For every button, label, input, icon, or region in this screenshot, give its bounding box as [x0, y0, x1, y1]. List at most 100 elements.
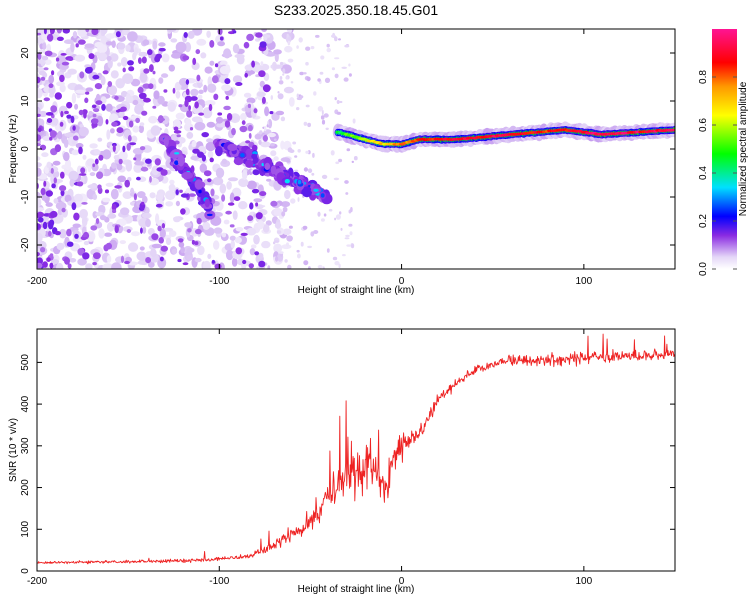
- noise-speckle: [104, 232, 113, 237]
- noise-speckle: [131, 231, 140, 237]
- noise-speckle: [206, 138, 214, 143]
- noise-blob: [67, 263, 72, 269]
- spectrogram-y-tick-label: -20: [20, 237, 31, 252]
- noise-blob: [107, 81, 113, 87]
- noise-speckle: [238, 178, 249, 188]
- noise-speckle: [270, 95, 273, 100]
- noise-blob: [114, 185, 122, 189]
- noise-speckle: [323, 213, 327, 217]
- noise-speckle: [76, 165, 83, 176]
- noise-blob: [182, 262, 189, 266]
- noise-speckle: [141, 212, 152, 219]
- noise-blob: [61, 207, 66, 213]
- noise-speckle: [51, 259, 60, 265]
- noise-speckle: [159, 228, 166, 239]
- noise-speckle: [41, 152, 49, 158]
- streak-a-core: [174, 160, 179, 165]
- noise-blob: [88, 53, 95, 60]
- noise-speckle: [313, 91, 317, 96]
- streak-b: [264, 162, 271, 170]
- noise-blob: [91, 29, 99, 36]
- noise-speckle: [75, 142, 84, 149]
- colorbar-ticks: 0.0 0.2 0.4 0.6 0.8: [698, 70, 737, 276]
- noise-speckle: [276, 230, 282, 234]
- noise-speckle: [265, 220, 272, 226]
- noise-speckle: [283, 86, 294, 94]
- noise-speckle: [320, 218, 325, 222]
- noise-speckle: [197, 94, 203, 100]
- noise-blob: [111, 121, 118, 127]
- spectrogram-x-ticks: -200 -100 0 100: [27, 29, 593, 287]
- noise-speckle: [207, 253, 212, 259]
- noise-speckle: [194, 121, 206, 131]
- noise-speckle: [315, 34, 320, 38]
- streak-b-core: [297, 179, 302, 185]
- noise-speckle: [266, 178, 272, 182]
- noise-blob: [152, 105, 157, 109]
- noise-blob: [212, 75, 219, 84]
- noise-blob: [194, 228, 202, 235]
- noise-blob: [112, 209, 117, 214]
- noise-speckle: [303, 72, 307, 75]
- streak-b: [215, 146, 223, 157]
- noise-speckle: [194, 257, 202, 263]
- noise-speckle: [351, 160, 354, 163]
- noise-blob: [223, 105, 231, 111]
- noise-speckle: [290, 81, 294, 84]
- noise-speckle: [148, 115, 158, 124]
- noise-blob: [37, 113, 41, 117]
- streak-b: [301, 186, 313, 198]
- noise-speckle: [334, 217, 337, 221]
- noise-speckle: [325, 127, 329, 130]
- noise-speckle: [115, 78, 125, 89]
- noise-speckle: [321, 119, 326, 125]
- streak-b-core: [320, 193, 325, 198]
- noise-speckle: [187, 30, 195, 39]
- noise-blob: [179, 189, 183, 193]
- noise-blob: [54, 92, 62, 100]
- noise-speckle: [197, 245, 205, 256]
- streak-a: [181, 171, 193, 180]
- noise-speckle: [317, 264, 323, 269]
- noise-speckle: [116, 218, 127, 227]
- noise-blob: [228, 202, 235, 206]
- noise-blob: [246, 33, 255, 42]
- spectrogram-x-tick-label: 0: [399, 276, 405, 287]
- noise-speckle: [249, 248, 256, 256]
- noise-speckle: [133, 163, 143, 173]
- streak-a-core: [206, 213, 213, 217]
- noise-blob: [157, 117, 165, 122]
- noise-speckle: [97, 137, 103, 142]
- noise-speckle: [111, 162, 117, 169]
- noise-blob: [43, 67, 49, 71]
- noise-speckle: [63, 138, 69, 148]
- noise-speckle: [279, 76, 283, 80]
- noise-speckle: [344, 237, 350, 240]
- spectrogram-y-label: Frequency (Hz): [8, 115, 19, 184]
- noise-blob: [77, 248, 85, 256]
- spectrogram-x-tick-label: -200: [27, 276, 47, 287]
- streak-b: [227, 143, 238, 151]
- noise-blob: [79, 173, 87, 176]
- noise-blob: [128, 120, 134, 128]
- noise-speckle: [345, 234, 350, 238]
- streak-a: [194, 179, 203, 190]
- noise-speckle: [85, 263, 93, 269]
- noise-blob: [189, 127, 194, 131]
- snr-y-tick-label: 300: [20, 437, 31, 454]
- noise-speckle: [149, 192, 156, 199]
- noise-blob: [157, 225, 162, 232]
- noise-blob: [78, 39, 86, 45]
- noise-speckle: [52, 160, 61, 166]
- noise-speckle: [299, 95, 304, 99]
- noise-blob: [49, 262, 54, 269]
- noise-speckle: [320, 115, 325, 120]
- noise-blob: [259, 41, 267, 48]
- noise-speckle: [350, 207, 353, 213]
- noise-speckle: [336, 111, 341, 115]
- noise-speckle: [139, 122, 145, 127]
- noise-blob: [141, 201, 145, 206]
- noise-speckle: [71, 140, 76, 145]
- noise-blob: [214, 263, 222, 269]
